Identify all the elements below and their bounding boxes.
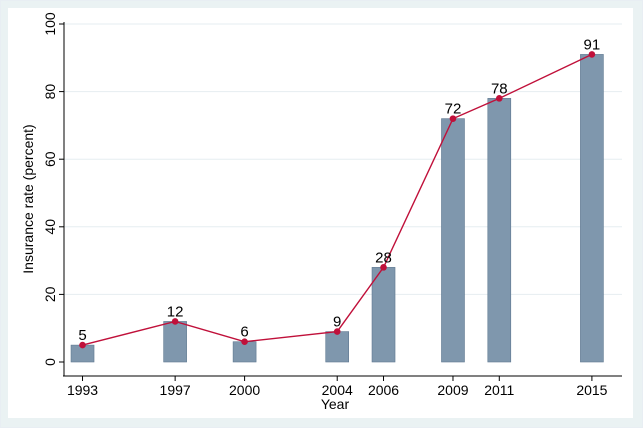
bar-1997 bbox=[163, 321, 187, 363]
marker-2000 bbox=[241, 338, 248, 346]
x-tick-label-1997: 1997 bbox=[160, 382, 191, 398]
marker-1997 bbox=[171, 318, 179, 325]
plot-panel bbox=[8, 8, 633, 418]
y-tick-label-80: 80 bbox=[42, 84, 58, 100]
trend-line bbox=[82, 53, 593, 346]
bars bbox=[70, 54, 604, 363]
marker-2004 bbox=[333, 328, 341, 335]
markers bbox=[79, 51, 596, 349]
bar-2006 bbox=[371, 267, 396, 363]
data-label-2000: 6 bbox=[240, 324, 248, 341]
bar-2011 bbox=[487, 98, 512, 363]
marker-2006 bbox=[380, 264, 387, 271]
marker-1993 bbox=[79, 341, 86, 349]
y-tick-label-0: 0 bbox=[42, 358, 58, 366]
x-tick-label-2000: 2000 bbox=[229, 382, 260, 398]
axes: 0 20 40 60 80 100 1993 1997 2000 2004 2006 2009 2011… bbox=[42, 12, 622, 398]
data-label-2009: 72 bbox=[445, 101, 462, 118]
x-tick-label-2004: 2004 bbox=[322, 382, 353, 398]
marker-2009 bbox=[449, 115, 457, 122]
x-tick-label-2011: 2011 bbox=[484, 382, 514, 398]
bar-2015 bbox=[580, 54, 604, 363]
data-label-1997: 12 bbox=[167, 303, 184, 320]
data-labels: 5 12 6 9 28 72 78 91 bbox=[78, 36, 600, 344]
y-tick-label-20: 20 bbox=[42, 286, 58, 302]
trend-line-series bbox=[82, 53, 593, 346]
data-label-2006: 28 bbox=[375, 249, 392, 266]
bar-2004 bbox=[325, 331, 350, 363]
marker-2011 bbox=[495, 95, 503, 102]
marker-2015 bbox=[588, 51, 596, 58]
x-tick-label-2015: 2015 bbox=[576, 382, 607, 398]
x-tick-label-2006: 2006 bbox=[368, 382, 399, 398]
y-tick-label-60: 60 bbox=[42, 151, 58, 167]
y-axis-title: Insurance rate (percent) bbox=[20, 124, 36, 273]
data-label-1993: 5 bbox=[78, 327, 86, 344]
data-label-2004: 9 bbox=[333, 314, 341, 331]
y-tick-label-40: 40 bbox=[42, 219, 58, 235]
y-tick-label-100: 100 bbox=[42, 12, 58, 36]
grid-lines bbox=[64, 23, 622, 295]
x-tick-label-2009: 2009 bbox=[437, 382, 468, 398]
data-label-2015: 91 bbox=[584, 36, 601, 53]
data-label-2011: 78 bbox=[491, 80, 508, 97]
x-tick-label-1993: 1993 bbox=[67, 382, 98, 398]
x-axis-title: Year bbox=[321, 396, 350, 412]
bar-2009 bbox=[441, 118, 465, 363]
